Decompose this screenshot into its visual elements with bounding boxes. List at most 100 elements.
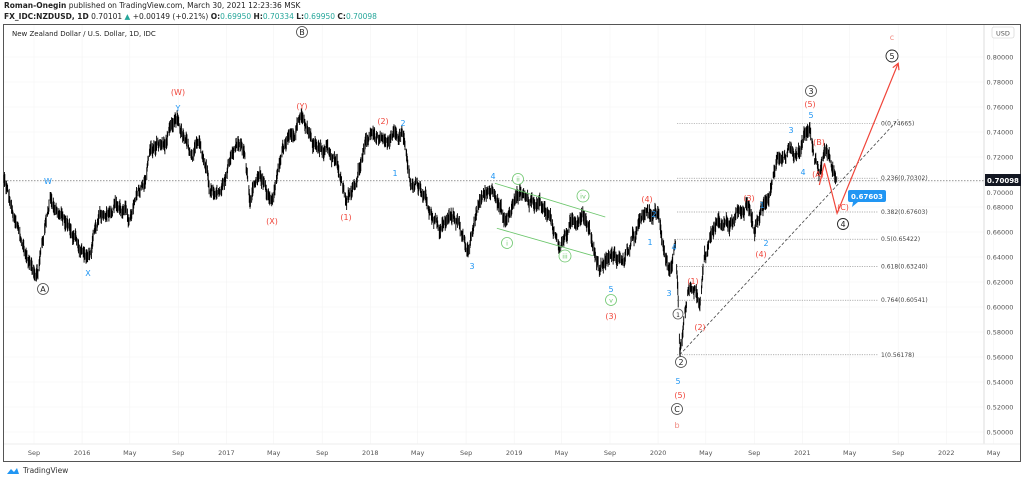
- wave-circle-v: v: [605, 294, 617, 306]
- wave-label: (C): [837, 203, 849, 212]
- wave-label: iii: [562, 253, 568, 261]
- wave-label: 4: [671, 243, 676, 252]
- wave-label: 2: [400, 119, 405, 128]
- tradingview-logo[interactable]: TradingView: [6, 466, 68, 475]
- wave-label: W: [44, 177, 52, 186]
- wave-label: A: [40, 285, 46, 294]
- price-tick-label: 0.62000: [987, 279, 1014, 287]
- wave-label: (2): [694, 323, 705, 332]
- wave-label: 4: [800, 168, 805, 177]
- price-tick-label: 0.56000: [987, 354, 1014, 362]
- close-value: 0.70098: [345, 12, 377, 21]
- time-tick-label: Sep: [604, 449, 616, 457]
- wave-circle-B: B: [296, 26, 308, 38]
- time-tick-label: May: [699, 449, 713, 457]
- high-label: H:: [253, 12, 263, 21]
- currency-badge[interactable]: [991, 26, 1015, 39]
- wave-label: 3: [808, 87, 813, 96]
- time-tick-label: Sep: [460, 449, 472, 457]
- wave-circle-i: i: [501, 237, 513, 249]
- wave-label: 4: [490, 172, 495, 181]
- currency-label[interactable]: USD: [996, 30, 1010, 38]
- wave-label: iv: [580, 193, 586, 201]
- time-tick-label: 2016: [74, 449, 91, 457]
- arrow-head-icon: [892, 62, 900, 71]
- wave-label: (1): [687, 277, 698, 286]
- channel-upper-line[interactable]: [494, 182, 606, 218]
- wave-label: (3): [605, 312, 616, 321]
- open-label: O:: [210, 12, 221, 21]
- up-arrow-icon: ▲: [124, 12, 131, 21]
- channel-lower-line[interactable]: [496, 227, 594, 257]
- fib-level-label: 0(0.74665): [881, 121, 914, 128]
- wave-label: i: [506, 240, 508, 248]
- blue-wave-labels: W X Y 1 2 3 4 1 2 4 3 5 5 1 2 3 5 4: [44, 104, 814, 386]
- price-tick-label: 0.78000: [987, 79, 1014, 87]
- price-change: +0.00149 (+0.21%): [132, 12, 209, 21]
- wave-label: 1: [647, 238, 652, 247]
- wave-label: 5: [889, 52, 894, 61]
- wave-circle-iii: iii: [558, 249, 572, 263]
- low-value: 0.69950: [304, 12, 336, 21]
- wave-circle-iv: iv: [576, 189, 590, 203]
- wave-label: 2: [651, 210, 656, 219]
- wave-label: ii: [516, 176, 520, 184]
- price-tick-label: 0.60000: [987, 304, 1014, 312]
- price-tick-label: 0.72000: [987, 154, 1014, 162]
- wave-label: v: [609, 297, 613, 305]
- wave-circle-2: 2: [675, 356, 687, 368]
- price-tick-label: 0.52000: [987, 404, 1014, 412]
- wave-label: 5: [675, 377, 680, 386]
- time-tick-label: 2018: [362, 449, 379, 457]
- close-label: C:: [337, 12, 346, 21]
- wave-label: 3: [666, 289, 671, 298]
- price-tick-label: 0.64000: [987, 254, 1014, 262]
- red-wave-labels: (W) (Y) (X) (2) (1) (3) (4) (5) (1) (2) …: [171, 88, 849, 400]
- price-tick-label: 0.74000: [987, 129, 1014, 137]
- price-tick-label: 0.76000: [987, 104, 1014, 112]
- fib-level-label: 0.382(0.67603): [881, 209, 928, 216]
- time-tick-label: May: [411, 449, 425, 457]
- trendline[interactable]: [679, 119, 899, 356]
- fib-level-label: 0.5(0.65422): [881, 236, 920, 243]
- fib-retracement: 0(0.74665) 0.236(0.70302) 0.382(0.67603) 0.…: [677, 121, 928, 359]
- time-tick-label: Sep: [892, 449, 904, 457]
- price-tick-label: 0.68000: [987, 204, 1014, 212]
- wave-label: (A): [812, 170, 824, 179]
- publish-info: Roman-Onegin published on TradingView.co…: [4, 1, 300, 10]
- wave-label: C: [674, 405, 680, 414]
- wave-label: 3: [788, 126, 793, 135]
- wave-circle-4: 4: [837, 218, 849, 230]
- price-tick-label: 0.70000: [987, 189, 1014, 197]
- time-tick-label: May: [123, 449, 137, 457]
- time-tick-label: May: [987, 449, 1001, 457]
- time-tick-label: Sep: [28, 449, 40, 457]
- low-label: L:: [296, 12, 305, 21]
- projection-path[interactable]: [818, 63, 899, 216]
- fib-level-label: 0.618(0.63240): [881, 264, 928, 271]
- symbol-info: FX_IDC:NZDUSD, 1D 0.70101 ▲ +0.00149 (+0…: [4, 12, 377, 21]
- time-tick-label: 2020: [650, 449, 667, 457]
- wave-circle-ii: ii: [512, 173, 524, 185]
- wave-circle-1: 1: [672, 308, 684, 320]
- wave-label: (5): [804, 100, 815, 109]
- grid: [4, 25, 994, 444]
- wave-circle-C: C: [671, 403, 683, 415]
- wave-label: 4: [840, 220, 845, 229]
- pink-wave-labels: b c: [674, 33, 894, 430]
- time-tick-label: 2019: [506, 449, 523, 457]
- chart-frame[interactable]: [3, 24, 1021, 462]
- time-tick-label: 2017: [218, 449, 235, 457]
- current-price-tag: [985, 174, 1021, 186]
- wave-label: B: [299, 28, 305, 37]
- wave-label: b: [674, 421, 679, 430]
- open-value: 0.69950: [220, 12, 252, 21]
- price-tick-label: 0.58000: [987, 329, 1014, 337]
- wave-label: 1: [759, 201, 764, 210]
- tradingview-cloud-icon: [7, 467, 19, 474]
- fib-level-label: 1(0.56178): [881, 352, 914, 359]
- target-callout-box: [848, 190, 886, 207]
- author-name[interactable]: Roman-Onegin: [4, 1, 67, 10]
- price-tick-label: 0.66000: [987, 229, 1014, 237]
